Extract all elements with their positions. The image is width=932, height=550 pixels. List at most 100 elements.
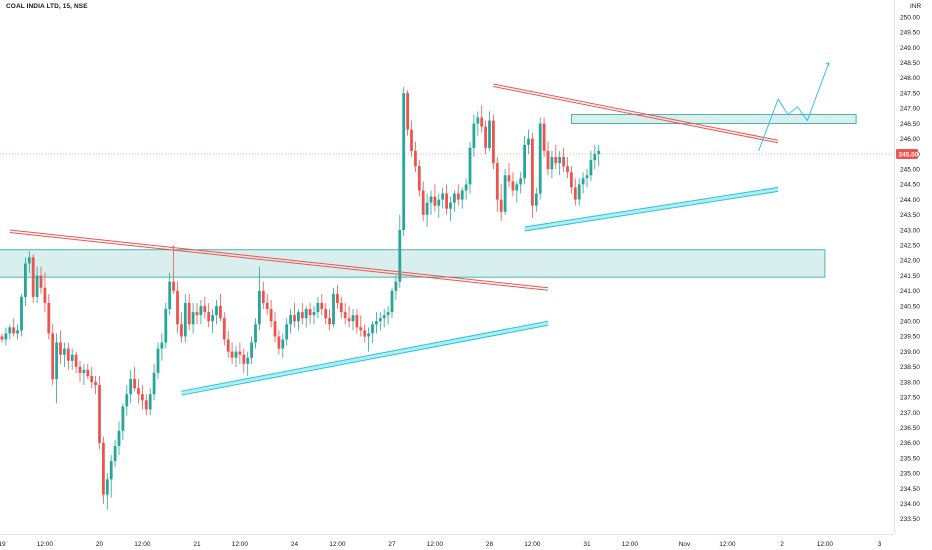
candle-body [538, 123, 542, 194]
trendlines-layer [9, 62, 830, 396]
projection-arrowhead [825, 62, 830, 66]
price-tick-label: 242.50 [900, 243, 920, 250]
candle-body [433, 196, 437, 206]
last-price-label: 245.50 [899, 151, 919, 158]
candle-body [269, 309, 273, 322]
candle-body [460, 190, 464, 200]
projection-path [758, 62, 830, 152]
price-tick-label: 234.50 [900, 486, 920, 493]
candle-body [191, 312, 195, 325]
candle-body [222, 318, 226, 340]
candle-body [597, 150, 601, 154]
price-tick-label: 249.00 [900, 45, 920, 52]
support-trendline-edge [524, 190, 779, 232]
candle-body [495, 163, 499, 200]
candle-body [339, 302, 343, 313]
candle-body [398, 230, 402, 282]
candle-body [320, 302, 324, 310]
candle-body [144, 400, 148, 410]
candle-body [285, 324, 289, 340]
candle-body [410, 129, 413, 151]
candle-body [378, 318, 382, 322]
candle-body [199, 306, 203, 316]
candle-body [0, 336, 4, 340]
candle-body [390, 290, 394, 313]
time-tick-label: 3 [878, 541, 882, 548]
candle-body [554, 157, 558, 164]
candle-body [82, 369, 86, 373]
candle-body [47, 302, 51, 334]
candle-body [585, 175, 589, 179]
price-tick-label: 236.00 [900, 440, 920, 447]
candle-body [293, 315, 296, 322]
resistance-trendline-edge [493, 86, 779, 144]
candle-body [117, 430, 121, 446]
candle-body [347, 318, 351, 322]
resistance-trendline [9, 229, 549, 289]
candle-body [468, 147, 472, 185]
time-tick-label: 12:00 [817, 541, 834, 548]
candle-body [593, 153, 597, 161]
candle-body [484, 126, 487, 148]
price-tick-label: 238.00 [900, 379, 920, 386]
candle-body [265, 302, 269, 310]
chart-title: COAL INDIA LTD, 15, NSE [6, 3, 88, 10]
candle-body [63, 348, 66, 355]
price-tick-label: 246.50 [900, 121, 920, 128]
price-tick-label: 248.00 [900, 75, 920, 82]
candle-body [488, 120, 491, 148]
price-tick-label: 235.00 [900, 471, 920, 478]
candle-body [577, 184, 581, 200]
supply-demand-zone [0, 249, 826, 278]
price-tick-label: 237.50 [900, 395, 920, 402]
candle-body [51, 333, 55, 380]
candle-body [324, 309, 328, 319]
price-axis: 250.00 249.50 249.00 248.50 248.00 247.50 247.… [900, 14, 920, 523]
candle-body [160, 342, 164, 349]
price-tick-label: 248.50 [900, 60, 920, 67]
time-tick-label: 24 [291, 541, 299, 548]
price-tick-label: 249.50 [900, 30, 920, 37]
price-tick-label: 243.50 [900, 212, 920, 219]
price-tick-label: 247.50 [900, 90, 920, 97]
candle-body [527, 138, 530, 145]
candle-body [375, 321, 378, 325]
support-trendline [524, 186, 779, 228]
time-tick-label: 31 [583, 541, 591, 548]
time-tick-label: 12:00 [524, 541, 541, 548]
candle-body [55, 342, 58, 380]
candle-body [148, 394, 152, 410]
candle-body [98, 385, 101, 443]
support-trendline-edge [181, 324, 549, 396]
candle-body [570, 172, 573, 188]
time-tick-label: 2 [780, 541, 784, 548]
candle-body [300, 312, 304, 319]
support-trendline-fill [524, 187, 779, 231]
price-tick-label: 239.50 [900, 334, 920, 341]
candle-body [246, 357, 250, 364]
candle-body [297, 312, 300, 322]
candle-body [359, 327, 363, 331]
price-tick-label: 244.50 [900, 182, 920, 189]
price-tick-label: 246.00 [900, 136, 920, 143]
candle-body [125, 394, 129, 407]
price-tick-label: 241.50 [900, 273, 920, 280]
candle-body [211, 315, 214, 322]
price-tick-label: 245.00 [900, 166, 920, 173]
support-trendline-fill [181, 321, 548, 396]
zones-layer [0, 114, 857, 278]
candle-body [351, 315, 355, 322]
candle-body [195, 312, 199, 316]
candle-body [363, 330, 367, 337]
candle-body [113, 445, 117, 462]
candle-body [562, 157, 565, 167]
candle-body [27, 257, 31, 264]
candle-body [74, 354, 78, 367]
time-tick-label: 12:00 [329, 541, 346, 548]
candle-body [94, 382, 97, 386]
candle-body [453, 193, 456, 203]
time-tick-label: 27 [388, 541, 396, 548]
candle-body [523, 144, 526, 179]
candle-body [129, 379, 133, 395]
